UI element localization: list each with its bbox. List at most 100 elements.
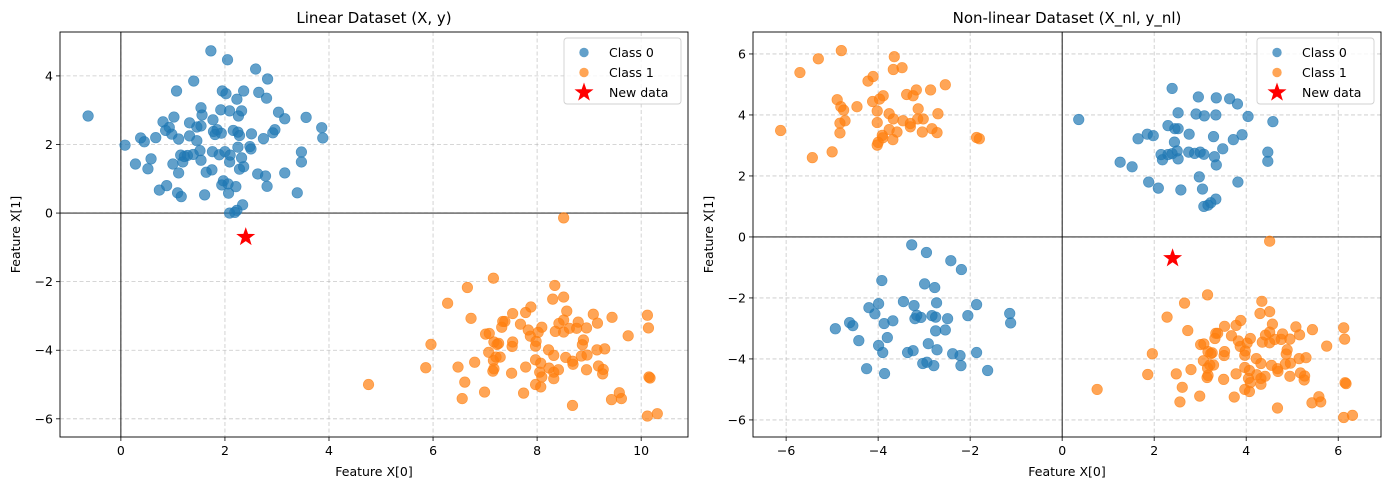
data-point xyxy=(1152,182,1164,194)
y-tick-label: −6 xyxy=(728,412,746,427)
data-point xyxy=(215,127,227,139)
data-point xyxy=(1073,113,1085,126)
data-point xyxy=(1175,184,1187,196)
data-point xyxy=(119,139,131,151)
data-point xyxy=(220,88,232,100)
data-point xyxy=(552,364,565,376)
new-data-star-point xyxy=(236,227,256,246)
data-point xyxy=(1242,110,1254,123)
data-point xyxy=(853,335,865,347)
data-point xyxy=(195,120,207,132)
data-point xyxy=(942,313,954,325)
data-point xyxy=(507,307,519,320)
data-point xyxy=(861,363,873,375)
legend-label: Class 1 xyxy=(609,65,654,80)
data-point xyxy=(922,338,934,350)
data-point xyxy=(945,255,957,267)
data-point xyxy=(1267,116,1279,128)
data-point xyxy=(907,90,919,102)
data-point xyxy=(826,146,838,158)
data-point xyxy=(452,361,464,373)
series-class-0 xyxy=(829,82,1279,380)
data-point xyxy=(142,163,154,175)
data-point xyxy=(917,113,929,125)
data-point xyxy=(1132,133,1144,145)
data-point xyxy=(1198,148,1210,160)
data-point xyxy=(1306,324,1319,336)
data-point xyxy=(571,322,583,334)
data-point xyxy=(775,124,787,137)
data-point xyxy=(591,317,604,329)
data-point xyxy=(928,360,940,372)
legend-item-new-data: New data xyxy=(1267,82,1361,101)
data-point xyxy=(291,187,303,199)
data-point xyxy=(138,136,150,148)
data-point xyxy=(259,170,272,182)
legend: Class 0 Class 1 New data xyxy=(1256,37,1375,105)
data-point xyxy=(1243,385,1256,398)
nonlinear-dataset-plot: −6 −4 −2 0 2 4 6 −6 −4 −2 0 2 4 6 Non-linear Dataset (… xyxy=(701,9,1382,479)
legend-item-class-0: Class 0 xyxy=(579,45,654,60)
data-point xyxy=(261,73,274,85)
data-point xyxy=(1338,322,1350,334)
data-point xyxy=(1210,109,1222,121)
data-point xyxy=(1231,98,1244,110)
data-point xyxy=(194,145,206,157)
y-tick-label: 6 xyxy=(738,46,746,61)
data-point xyxy=(279,167,291,179)
data-point xyxy=(1161,311,1173,323)
data-point xyxy=(1201,289,1214,301)
data-point xyxy=(517,387,530,399)
x-axis-label: Feature X[0] xyxy=(335,464,412,479)
data-point xyxy=(558,212,570,224)
data-point xyxy=(581,349,593,361)
data-point xyxy=(199,189,211,201)
data-point xyxy=(317,132,329,144)
data-point xyxy=(907,345,919,357)
new-data-star-point xyxy=(1163,248,1183,267)
data-point xyxy=(1114,156,1126,168)
legend-item-class-1: Class 1 xyxy=(579,65,654,80)
data-point xyxy=(1346,409,1359,421)
data-point xyxy=(862,75,874,87)
data-point xyxy=(642,322,655,334)
data-point xyxy=(930,325,942,337)
circle-marker-icon xyxy=(1272,47,1282,58)
data-point xyxy=(173,133,185,145)
data-point xyxy=(1194,390,1206,402)
data-point xyxy=(622,330,634,342)
data-point xyxy=(1198,200,1210,213)
y-tick-label: 4 xyxy=(45,68,53,83)
data-point xyxy=(1300,352,1312,364)
data-point xyxy=(1192,91,1204,103)
data-point xyxy=(1143,176,1155,188)
y-tick-label: −2 xyxy=(728,290,746,305)
data-point xyxy=(196,109,208,121)
data-point xyxy=(558,314,570,326)
x-tick-label: 6 xyxy=(1334,443,1342,458)
x-tick-label: 2 xyxy=(221,443,229,458)
series-class-0 xyxy=(82,45,329,219)
data-point xyxy=(939,324,951,336)
data-point xyxy=(1293,329,1306,341)
data-point xyxy=(168,111,180,123)
data-point xyxy=(606,311,618,323)
x-tick-label: 6 xyxy=(429,443,437,458)
data-point xyxy=(224,156,236,168)
y-tick-label: 0 xyxy=(45,206,53,221)
data-point xyxy=(548,373,560,385)
data-point xyxy=(1193,171,1205,183)
legend-label: Class 0 xyxy=(1302,45,1347,60)
data-point xyxy=(876,274,888,287)
data-point xyxy=(232,110,245,122)
data-point xyxy=(173,167,185,179)
data-point xyxy=(835,45,847,57)
data-point xyxy=(1142,368,1154,381)
data-point xyxy=(1284,370,1296,382)
data-point xyxy=(150,132,162,144)
data-point xyxy=(1244,332,1256,345)
data-point xyxy=(1172,123,1184,135)
data-point xyxy=(547,293,559,305)
data-point xyxy=(260,92,273,104)
